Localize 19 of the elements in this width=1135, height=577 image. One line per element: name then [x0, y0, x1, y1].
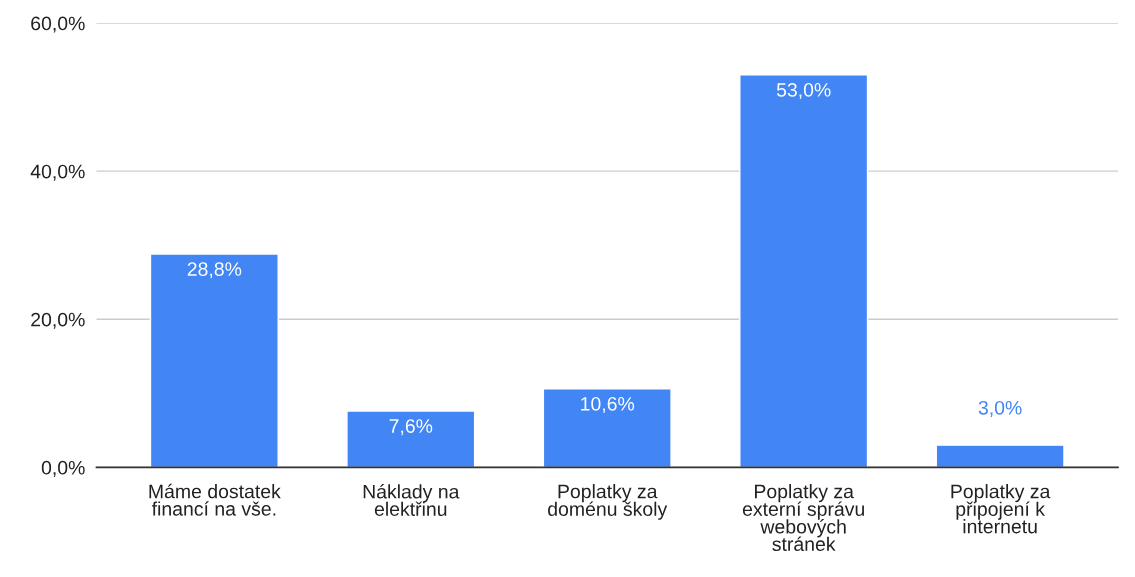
x-tick-label: Poplatky za připojení k internetu — [951, 484, 1051, 534]
x-tick-label: Poplatky za externí správu webových stránek — [742, 484, 864, 552]
bar — [346, 410, 476, 468]
y-tick-label: 60,0% — [31, 16, 85, 33]
y-tick-label: 20,0% — [31, 312, 85, 329]
bar — [935, 444, 1065, 468]
y-tick-label: 0,0% — [41, 460, 85, 477]
data-label: 7,6% — [389, 419, 433, 436]
bar — [542, 388, 672, 468]
x-tick-label: Poplatky za doménu školy — [548, 484, 668, 520]
bar — [149, 253, 279, 468]
x-tick-label: Náklady na elektřinu — [363, 484, 460, 516]
data-label: 28,8% — [187, 262, 242, 279]
y-tick-label: 40,0% — [30, 164, 85, 181]
data-label: 53,0% — [776, 82, 831, 100]
x-tick-label: Máme dostatek financí na vše. — [149, 483, 281, 516]
data-label: 3,0% — [978, 400, 1022, 417]
bar — [739, 74, 869, 468]
data-label: 10,6% — [581, 396, 635, 414]
